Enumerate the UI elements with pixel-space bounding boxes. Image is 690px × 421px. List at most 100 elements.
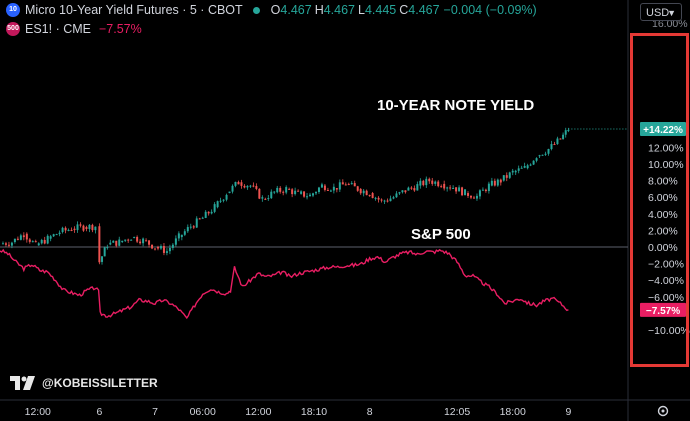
yield-candle [499, 179, 502, 183]
yield-candle [386, 200, 389, 202]
chevron-down-icon: ▼ [667, 8, 676, 18]
yield-candle [109, 242, 112, 245]
yield-candle [416, 184, 419, 191]
gear-ring [657, 405, 669, 417]
yield-candle [297, 190, 300, 192]
yield-candle [270, 191, 273, 199]
yield-candle [186, 227, 189, 232]
yield-candle [76, 224, 79, 231]
low-label: L [358, 3, 365, 17]
yield-candle [478, 190, 481, 197]
yield-candle [174, 238, 177, 245]
yield-candle [91, 224, 94, 231]
yield-candle [201, 217, 204, 219]
last-value-box [640, 302, 686, 317]
yield-candle [294, 190, 297, 195]
yield-candle [216, 201, 219, 208]
market-open-dot-icon [252, 6, 260, 14]
yield-candle [526, 165, 529, 169]
yield-candle [195, 218, 198, 228]
high-value: 4.467 [323, 3, 355, 17]
yield-candle [237, 181, 240, 185]
yield-candle [502, 175, 505, 181]
yield-candle [550, 144, 553, 150]
yield-annotation: 10-YEAR NOTE YIELD [377, 97, 535, 114]
yield-candle [70, 229, 73, 231]
yield-candle [133, 236, 136, 238]
yield-candle [329, 190, 332, 192]
yield-candle [458, 187, 461, 192]
symbol-title[interactable]: Micro 10-Year Yield Futures · 5 · CBOT [25, 3, 243, 17]
yield-candle [392, 197, 395, 199]
yield-candle [180, 234, 183, 238]
yield-candle [490, 180, 493, 186]
main-legend: 10 Micro 10-Year Yield Futures · 5 · CBO… [6, 3, 537, 17]
yield-candle [529, 164, 532, 166]
yield-candle [210, 211, 213, 214]
gear-icon [657, 405, 669, 417]
yield-candle [428, 178, 431, 182]
yield-candle [98, 226, 101, 263]
yield-candle [145, 240, 148, 242]
yield-candle [43, 239, 46, 244]
compare-badge: 500 [6, 22, 20, 36]
yield-candle [520, 167, 523, 169]
yield-candle [273, 191, 276, 193]
currency-button[interactable]: USD ▼ [640, 3, 682, 21]
yield-candle [198, 218, 201, 220]
yield-candle [517, 168, 520, 171]
yield-candle [171, 244, 174, 248]
yield-candle [532, 160, 535, 165]
x-tick-label: 06:00 [190, 406, 216, 418]
yield-candle [404, 190, 407, 193]
yield-candle [189, 226, 192, 228]
yield-candle [398, 192, 401, 194]
yield-candle [234, 181, 237, 186]
y-tick-label: −4.00% [648, 275, 684, 287]
yield-candle [401, 190, 404, 193]
yield-candle [7, 244, 10, 246]
yield-candle [255, 186, 258, 189]
yield-candle [446, 187, 449, 189]
yield-candle [356, 186, 359, 191]
yield-candle [192, 226, 195, 228]
x-axis: 12:00 6 7 06:00 12:00 18:10 8 12:05 18:00 9 [25, 406, 572, 418]
yield-candle [541, 154, 544, 156]
yield-candle [300, 191, 303, 194]
yield-candle [67, 229, 70, 231]
yield-candle [159, 246, 162, 249]
yield-candle [380, 199, 383, 201]
yield-series [1, 127, 570, 265]
y-tick-label: 12.00% [648, 142, 684, 154]
yield-candle [291, 189, 294, 195]
gear-hub [661, 409, 665, 413]
yield-candle [312, 193, 315, 196]
yield-candle [240, 182, 243, 186]
yield-candle [467, 193, 470, 196]
yield-candle [377, 197, 380, 200]
yield-candle [121, 240, 124, 243]
yield-candle [130, 239, 133, 241]
change-value: −0.004 (−0.09%) [443, 3, 537, 17]
yield-candle [207, 211, 210, 214]
yield-candle [419, 180, 422, 186]
yield-candle [389, 198, 392, 202]
compare-symbol[interactable]: ES1! · CME [25, 22, 91, 36]
yield-candle [228, 191, 231, 194]
yield-candle [335, 188, 338, 190]
yield-candle [368, 195, 371, 197]
open-label: O [270, 3, 281, 17]
yield-candle [151, 244, 154, 249]
yield-candle [177, 233, 180, 239]
yield-candle [443, 183, 446, 189]
yield-candle [285, 187, 288, 193]
yield-candle [4, 243, 7, 245]
yield-candle [481, 189, 484, 191]
yield-candle [440, 186, 443, 188]
y-tick-label: 0.00% [648, 242, 678, 254]
yield-candle [165, 251, 168, 253]
yield-candle [350, 183, 353, 185]
yield-candle [31, 241, 34, 243]
yield-candle [127, 239, 130, 241]
